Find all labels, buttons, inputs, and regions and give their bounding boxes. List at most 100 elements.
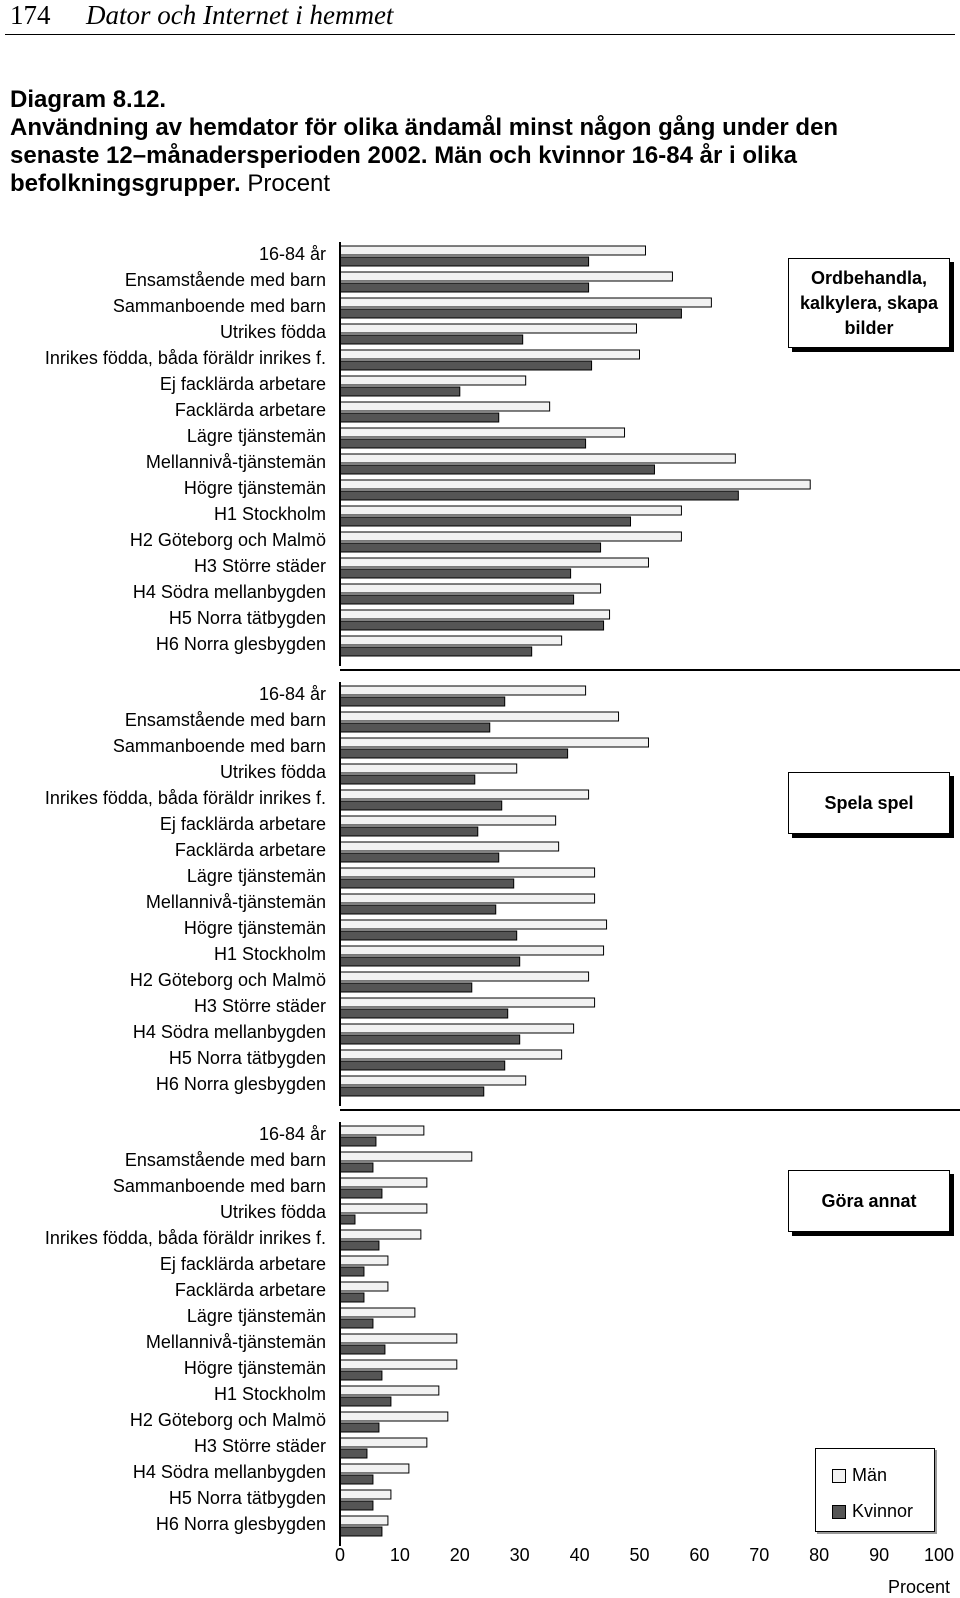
x-tick-label: 0: [335, 1545, 345, 1565]
category-label: H4 Södra mellanbygden: [133, 1462, 326, 1482]
bar-man: [339, 505, 682, 516]
bar-kvinnor: [339, 930, 518, 941]
bar-kvinnor: [339, 282, 590, 293]
category-label: H5 Norra tätbygden: [169, 1488, 326, 1508]
page-number: 174: [10, 0, 51, 30]
category-label: Inrikes födda, båda föräldr inrikes f.: [45, 1228, 326, 1248]
category-label: Inrikes födda, båda föräldr inrikes f.: [45, 788, 326, 808]
category-label: Lägre tjänstemän: [187, 426, 326, 446]
category-label: Sammanboende med barn: [113, 1176, 326, 1196]
category-label: Högre tjänstemän: [184, 478, 326, 498]
category-label: H6 Norra glesbygden: [156, 1514, 326, 1534]
bar-man: [339, 1307, 416, 1318]
caption-line-1: Diagram 8.12.: [10, 86, 167, 113]
panel-title: Göra annat: [821, 1190, 917, 1211]
category-label: Ej facklärda arbetare: [160, 1254, 326, 1274]
bar-kvinnor: [339, 878, 515, 889]
bar-kvinnor: [339, 334, 524, 345]
category-label: Mellannivå-tjänstemän: [146, 892, 326, 912]
category-label: Inrikes födda, båda föräldr inrikes f.: [45, 348, 326, 368]
bar-man: [339, 1333, 458, 1344]
category-label: H5 Norra tätbygden: [169, 608, 326, 628]
bar-man: [339, 789, 590, 800]
bar-kvinnor: [339, 256, 590, 267]
bar-kvinnor: [339, 542, 602, 553]
category-label: H4 Södra mellanbygden: [133, 1022, 326, 1042]
legend-item-man: Män: [832, 1465, 887, 1486]
category-label: Utrikes födda: [220, 762, 327, 782]
x-tick-label: 100: [924, 1545, 954, 1565]
bar-man: [339, 1151, 473, 1162]
bar-kvinnor: [339, 1136, 377, 1147]
bar-kvinnor: [339, 620, 605, 631]
category-label: 16-84 år: [259, 684, 326, 704]
panel-title: Ordbehandla, kalkylera, skapa bilder: [799, 267, 939, 338]
legend-label-kvinnor: Kvinnor: [852, 1501, 914, 1521]
bar-man: [339, 971, 590, 982]
legend-swatch-kvinnor: [832, 1504, 846, 1519]
bar-kvinnor: [339, 360, 593, 371]
category-label: Utrikes födda: [220, 322, 327, 342]
category-label: H1 Stockholm: [214, 944, 326, 964]
category-label: H4 Södra mellanbygden: [133, 582, 326, 602]
caption-line-4-bold: befolkningsgrupper.: [10, 170, 241, 197]
bar-man: [339, 1359, 458, 1370]
bar-man: [339, 1255, 389, 1266]
bar-kvinnor: [339, 1500, 374, 1511]
bar-kvinnor: [339, 1344, 386, 1355]
bar-man: [339, 323, 638, 334]
bar-man: [339, 763, 518, 774]
bar-kvinnor: [339, 1474, 374, 1485]
category-label: Högre tjänstemän: [184, 918, 326, 938]
bar-man: [339, 349, 640, 360]
bar-kvinnor: [339, 722, 491, 733]
diagram-caption: Diagram 8.12. Användning av hemdator för…: [10, 86, 910, 198]
running-title: Dator och Internet i hemmet: [86, 0, 394, 30]
x-tick-label: 70: [749, 1545, 769, 1565]
panel-title: Spela spel: [824, 792, 914, 813]
bar-kvinnor: [339, 774, 476, 785]
bar-kvinnor: [339, 826, 479, 837]
bar-man: [339, 375, 527, 386]
x-tick-label: 30: [510, 1545, 530, 1565]
category-label: Ej facklärda arbetare: [160, 814, 326, 834]
category-label: 16-84 år: [259, 1124, 326, 1144]
bar-man: [339, 997, 596, 1008]
x-tick-label: 80: [809, 1545, 829, 1565]
legend-label-man: Män: [852, 1465, 888, 1485]
bar-man: [339, 1489, 392, 1500]
bar-man: [339, 737, 649, 748]
bar-man: [339, 1075, 527, 1086]
bar-kvinnor: [339, 1162, 374, 1173]
bar-man: [339, 583, 602, 594]
bar-kvinnor: [339, 386, 461, 397]
bar-kvinnor: [339, 1266, 365, 1277]
bar-man: [339, 919, 608, 930]
bar-man: [339, 1023, 575, 1034]
caption-line-4: befolkningsgrupper. Procent: [10, 170, 910, 198]
bar-kvinnor: [339, 1318, 374, 1329]
bar-man: [339, 893, 596, 904]
bar-man: [339, 711, 620, 722]
bar-kvinnor: [339, 464, 655, 475]
bar-kvinnor: [339, 1086, 485, 1097]
category-label: H3 Större städer: [194, 1436, 326, 1456]
category-label: Mellannivå-tjänstemän: [146, 1332, 326, 1352]
bar-kvinnor: [339, 412, 500, 423]
panel-title-box: Göra annat: [788, 1170, 950, 1232]
category-label: H6 Norra glesbygden: [156, 634, 326, 654]
bar-man: [339, 685, 587, 696]
bar-man: [339, 1463, 410, 1474]
category-label: H3 Större städer: [194, 556, 326, 576]
bar-man: [339, 1411, 449, 1422]
category-label: Ensamstående med barn: [125, 710, 326, 730]
bar-man: [339, 1125, 425, 1136]
category-label: Sammanboende med barn: [113, 296, 326, 316]
category-label: Sammanboende med barn: [113, 736, 326, 756]
bar-kvinnor: [339, 1526, 383, 1537]
category-label: H1 Stockholm: [214, 504, 326, 524]
category-label: 16-84 år: [259, 244, 326, 264]
panel-title-box: Ordbehandla, kalkylera, skapa bilder: [788, 258, 950, 348]
bar-kvinnor: [339, 1034, 521, 1045]
